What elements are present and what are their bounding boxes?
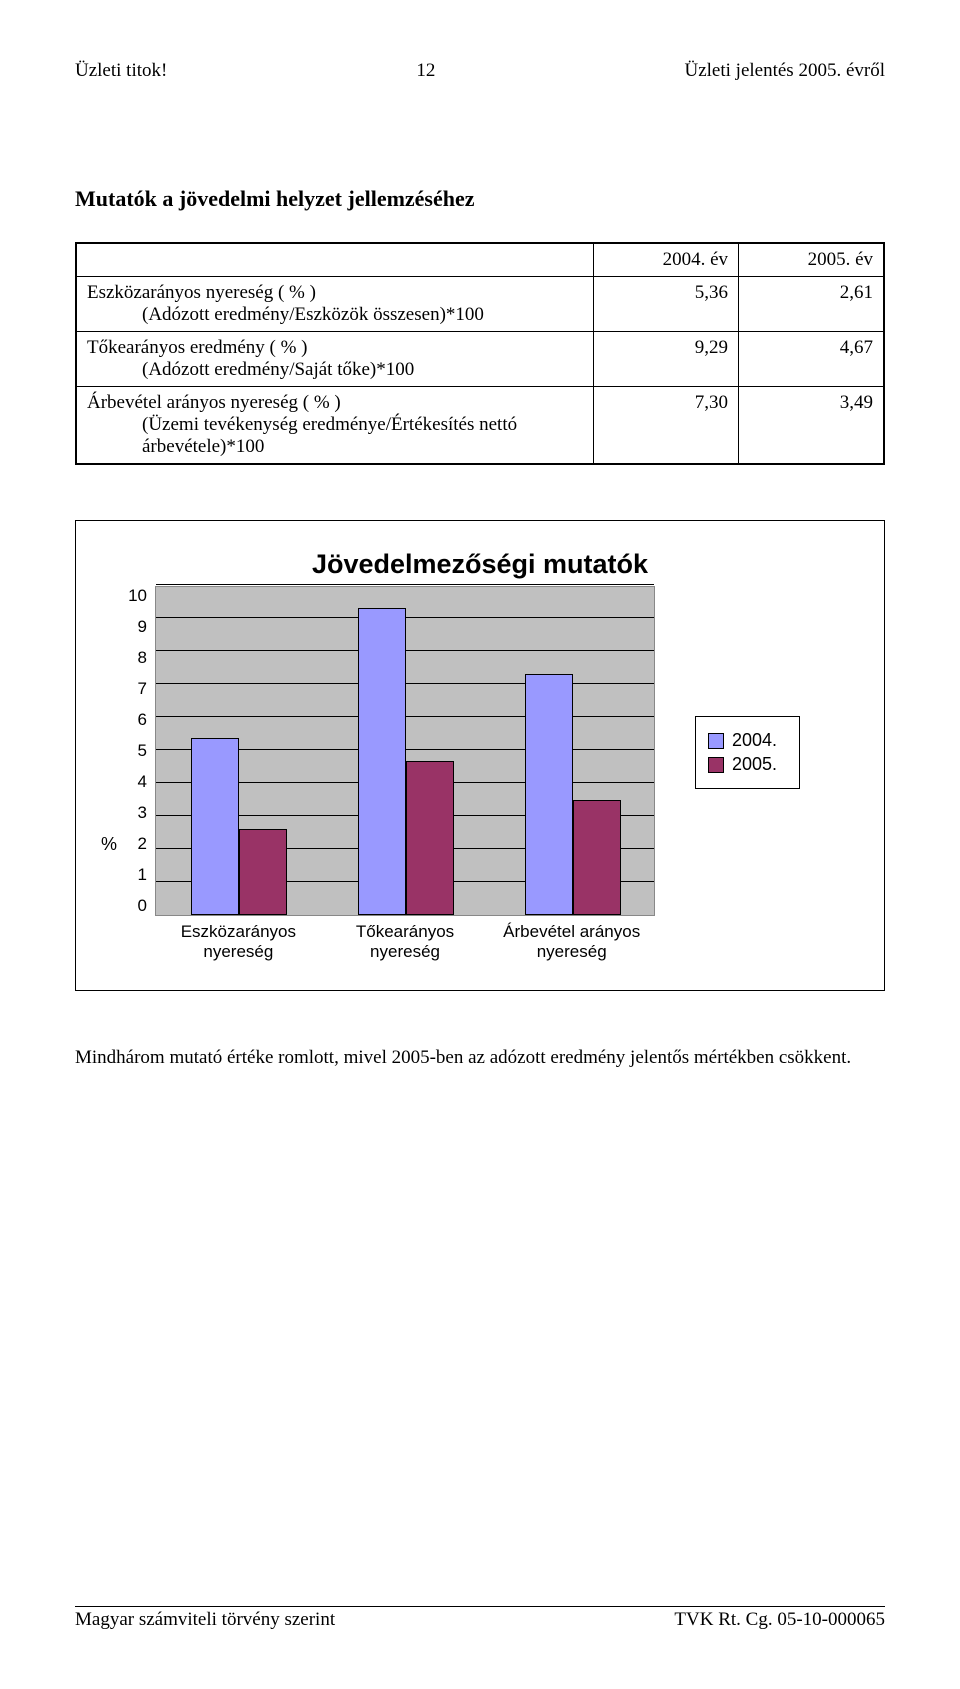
chart-title: Jövedelmezőségi mutatók (201, 549, 759, 580)
section-heading: Mutatók a jövedelmi helyzet jellemzéséhe… (75, 186, 885, 212)
bar (239, 829, 287, 915)
row-label-main: Árbevétel arányos nyereség ( % ) (87, 392, 341, 413)
table-header-2004: 2004. év (593, 243, 738, 277)
row-label-sub: (Adózott eredmény/Saját tőke)*100 (87, 359, 583, 381)
body-paragraph: Mindhárom mutató értéke romlott, mivel 2… (75, 1046, 885, 1071)
y-tick: 1 (123, 865, 147, 885)
page-header: Üzleti titok! 12 Üzleti jelentés 2005. é… (75, 60, 885, 86)
footer-left: Magyar számviteli törvény szerint (75, 1609, 335, 1631)
plot-wrap: Eszközarányos nyereségTőkearányos nyeres… (155, 586, 655, 962)
row-label-main: Eszközarányos nyereség ( % ) (87, 282, 316, 303)
row-label-main: Tőkearányos eredmény ( % ) (87, 337, 308, 358)
table-header-row: 2004. év 2005. év (76, 243, 884, 277)
chart-left: % 109876543210 Eszközarányos nyereségTők… (101, 586, 655, 962)
header-left: Üzleti titok! (75, 60, 167, 82)
table-header-empty (76, 243, 593, 277)
table-row: Árbevétel arányos nyereség ( % ) (Üzemi … (76, 387, 884, 465)
y-tick: 4 (123, 772, 147, 792)
row-value-2005: 2,61 (739, 277, 884, 332)
bar (358, 608, 406, 915)
legend-swatch (708, 757, 724, 773)
row-value-2005: 3,49 (739, 387, 884, 465)
chart-legend: 2004. 2005. (695, 716, 800, 789)
x-label: Árbevétel arányos nyereség (488, 922, 655, 962)
x-label: Eszközarányos nyereség (155, 922, 322, 962)
page: Üzleti titok! 12 Üzleti jelentés 2005. é… (0, 0, 960, 1689)
row-label-sub: (Üzemi tevékenység eredménye/Értékesítés… (87, 414, 583, 458)
y-tick: 9 (123, 617, 147, 637)
y-tick: 8 (123, 648, 147, 668)
bar (573, 800, 621, 915)
y-axis-ticks: 109876543210 (123, 586, 147, 916)
legend-swatch (708, 733, 724, 749)
footer-right: TVK Rt. Cg. 05-10-000065 (674, 1609, 885, 1631)
y-tick: 3 (123, 803, 147, 823)
y-tick: 0 (123, 896, 147, 916)
table-row: Eszközarányos nyereség ( % ) (Adózott er… (76, 277, 884, 332)
y-axis-label: % (101, 834, 117, 855)
grid-line (156, 584, 654, 585)
chart-inner: % 109876543210 Eszközarányos nyereségTők… (101, 586, 859, 962)
row-value-2004: 9,29 (593, 332, 738, 387)
bar (525, 674, 573, 915)
row-value-2004: 7,30 (593, 387, 738, 465)
x-axis-labels: Eszközarányos nyereségTőkearányos nyeres… (155, 922, 655, 962)
header-page-number: 12 (416, 60, 435, 82)
row-label: Eszközarányos nyereség ( % ) (Adózott er… (76, 277, 593, 332)
page-footer: Magyar számviteli törvény szerint TVK Rt… (75, 1606, 885, 1631)
plot-area (155, 586, 655, 916)
chart-container: Jövedelmezőségi mutatók % 109876543210 E… (75, 520, 885, 991)
legend-label: 2004. (732, 730, 777, 751)
table-row: Tőkearányos eredmény ( % ) (Adózott ered… (76, 332, 884, 387)
y-tick: 10 (123, 586, 147, 606)
x-label: Tőkearányos nyereség (322, 922, 489, 962)
y-tick: 7 (123, 679, 147, 699)
y-tick: 5 (123, 741, 147, 761)
y-tick: 6 (123, 710, 147, 730)
row-label: Tőkearányos eredmény ( % ) (Adózott ered… (76, 332, 593, 387)
row-label-sub: (Adózott eredmény/Eszközök összesen)*100 (87, 304, 583, 326)
bar (406, 761, 454, 915)
y-tick: 2 (123, 834, 147, 854)
table-header-2005: 2005. év (739, 243, 884, 277)
header-right: Üzleti jelentés 2005. évről (685, 60, 886, 82)
legend-item: 2004. (708, 730, 787, 751)
legend-item: 2005. (708, 754, 787, 775)
legend-label: 2005. (732, 754, 777, 775)
bar (191, 738, 239, 915)
row-label: Árbevétel arányos nyereség ( % ) (Üzemi … (76, 387, 593, 465)
row-value-2004: 5,36 (593, 277, 738, 332)
indicators-table: 2004. év 2005. év Eszközarányos nyereség… (75, 242, 885, 465)
row-value-2005: 4,67 (739, 332, 884, 387)
